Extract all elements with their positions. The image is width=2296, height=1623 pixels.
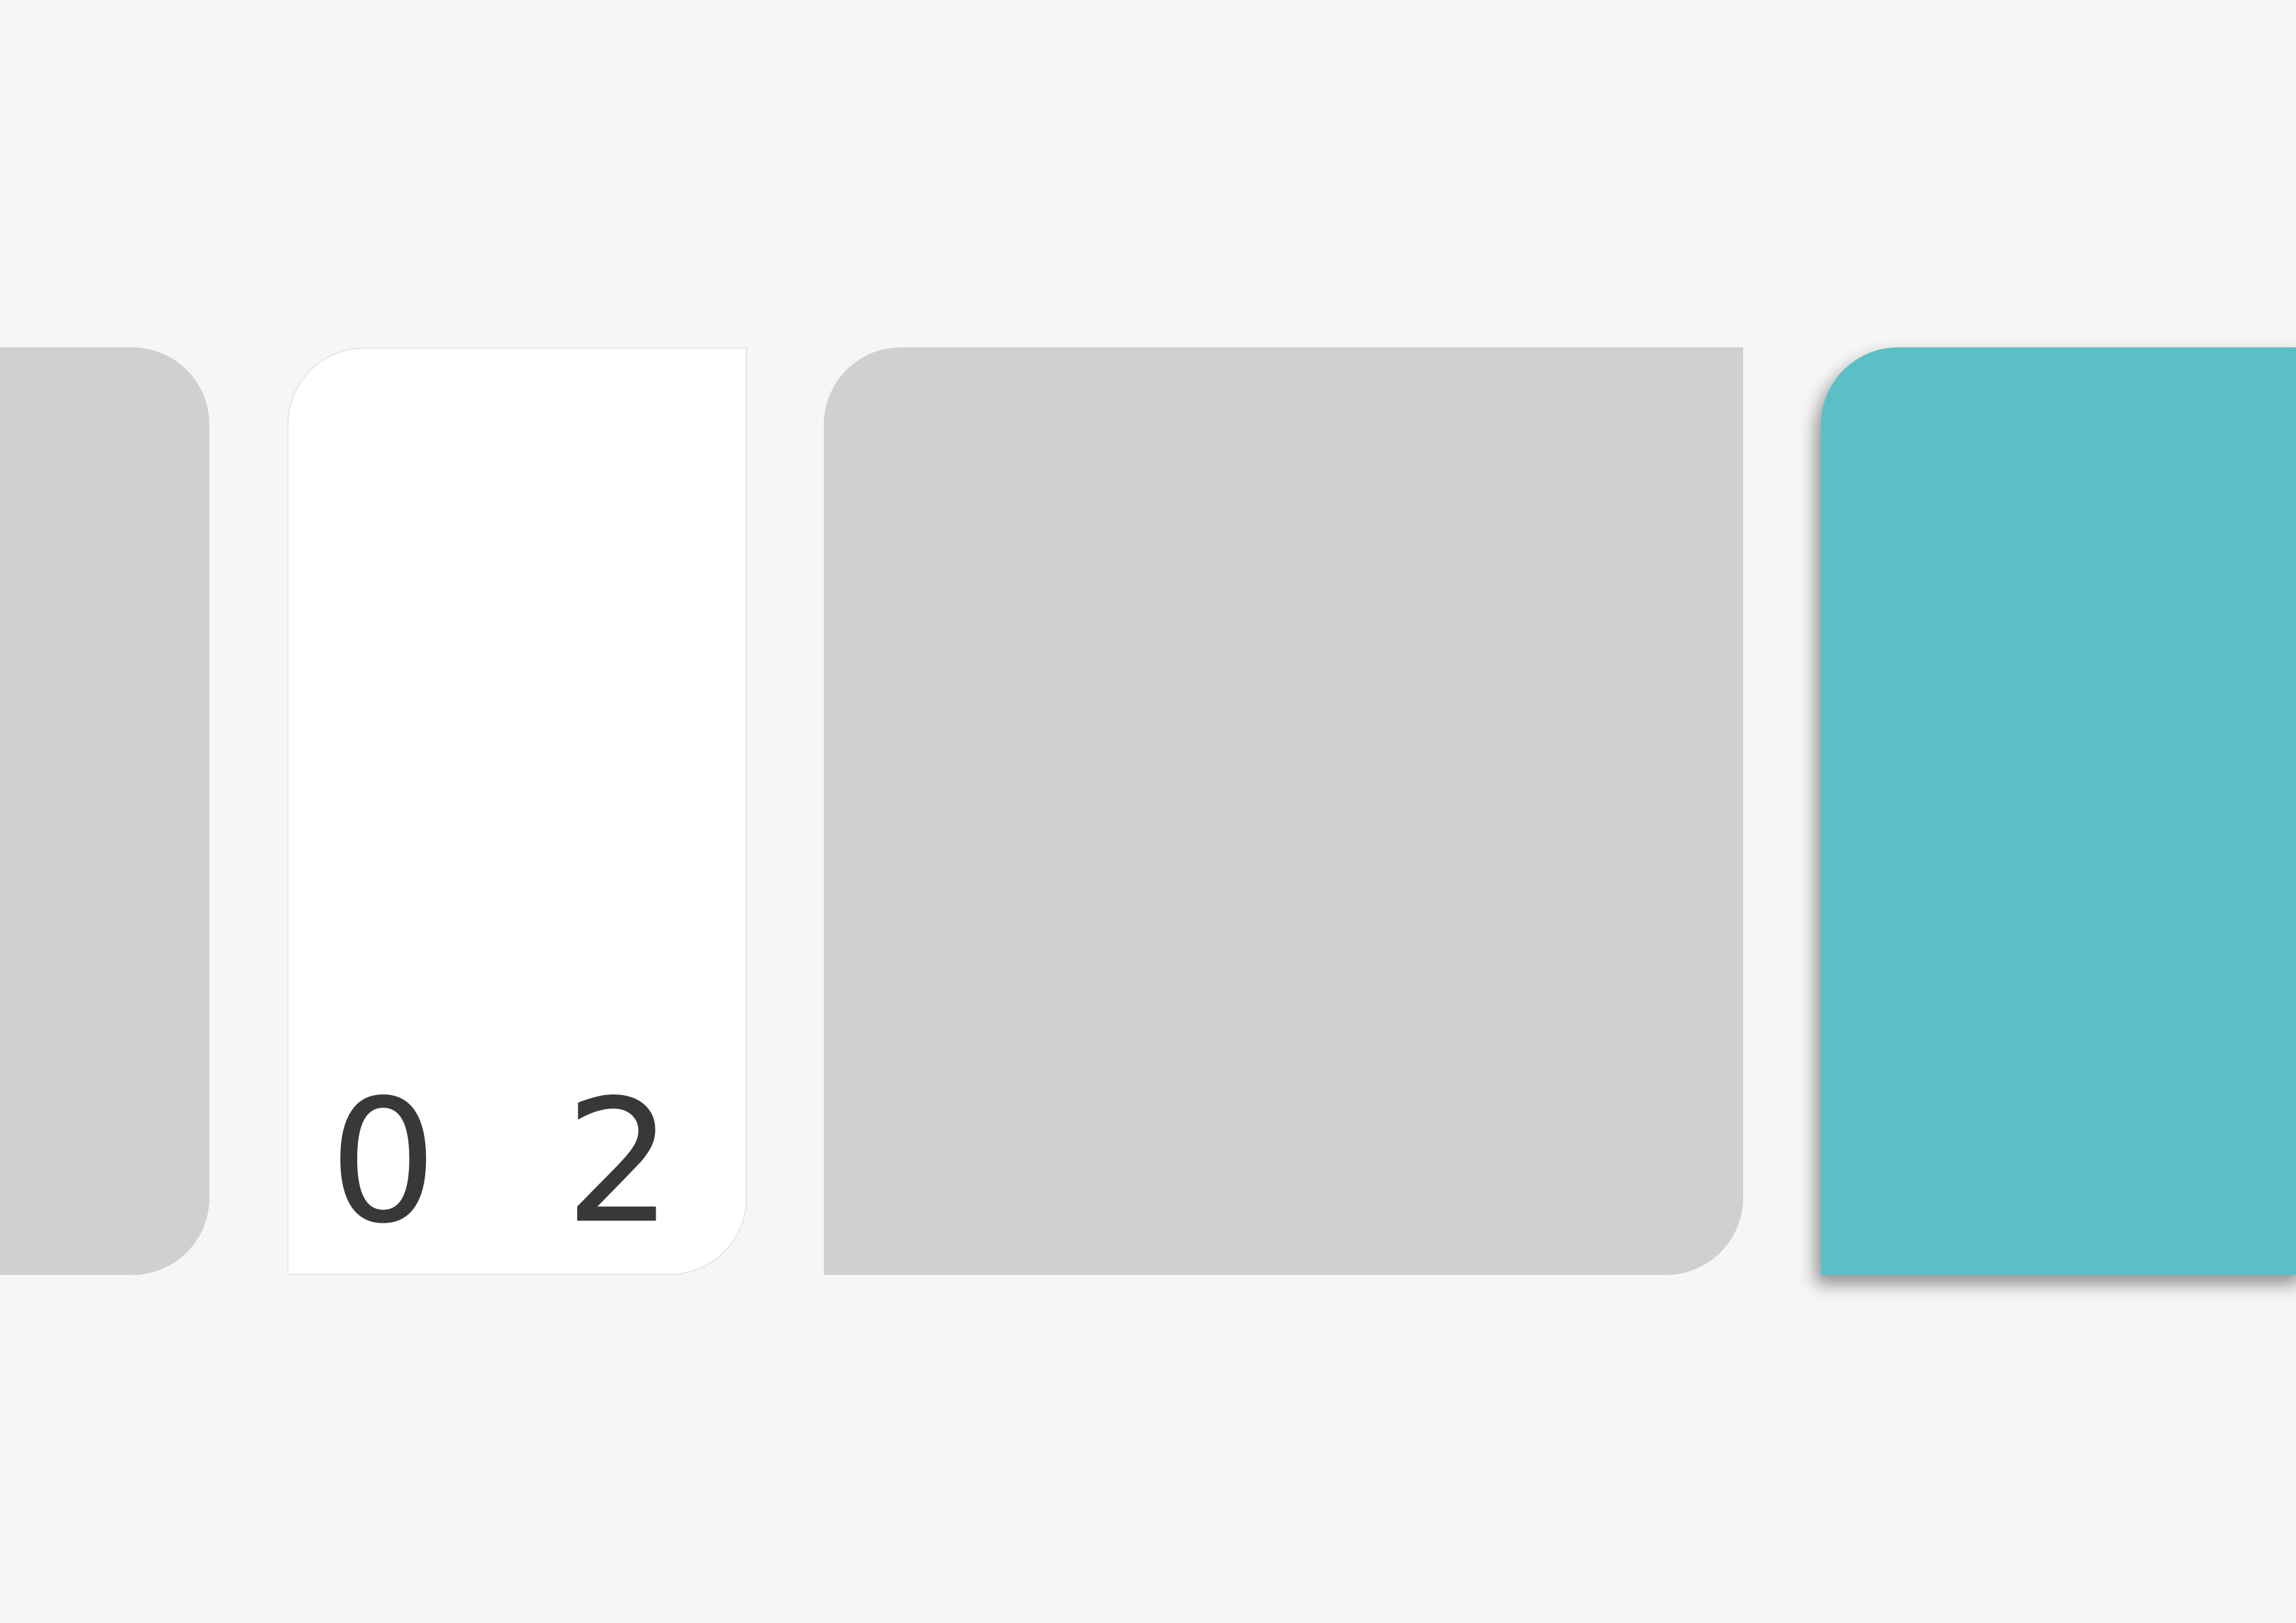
wide-gray-card xyxy=(824,347,1743,1275)
teal-accent-card xyxy=(1821,347,2296,1275)
card-number-label: 0 2 xyxy=(329,1064,710,1261)
left-gray-card xyxy=(0,347,209,1275)
number-card: 0 2 xyxy=(287,347,747,1275)
